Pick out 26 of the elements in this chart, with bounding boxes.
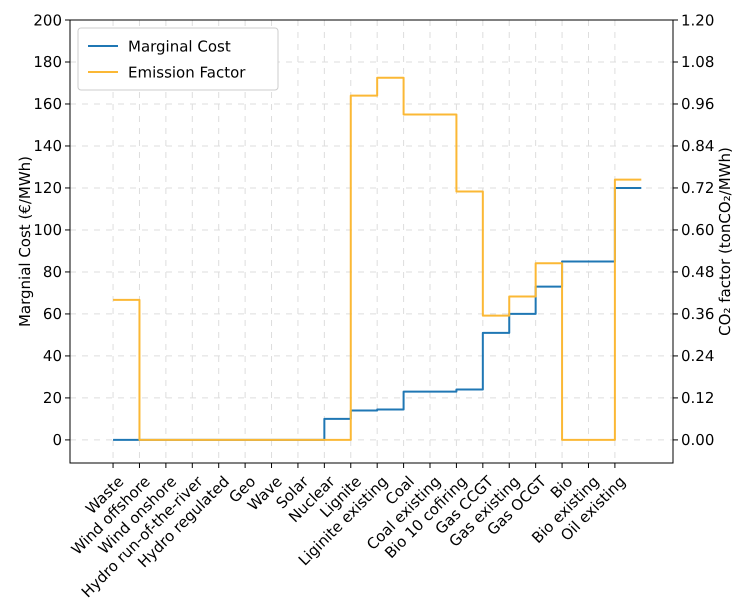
y-tick-label: 20 <box>42 389 62 408</box>
y-tick-label: 200 <box>33 11 62 30</box>
y2-tick-label: 1.08 <box>681 53 714 72</box>
y2-tick-label: 1.20 <box>681 11 714 30</box>
y-tick-label: 180 <box>33 53 62 72</box>
y2-axis-title: CO₂ factor (tonCO₂/MWh) <box>716 147 734 336</box>
y-tick-label: 160 <box>33 95 62 114</box>
y-tick-label: 60 <box>42 305 62 324</box>
y-tick-label: 80 <box>42 263 62 282</box>
y2-tick-label: 0.60 <box>681 221 714 240</box>
y-tick-label: 40 <box>42 347 62 366</box>
legend-label: Marginal Cost <box>128 37 231 56</box>
y-tick-label: 120 <box>33 179 62 198</box>
y2-tick-label: 0.36 <box>681 305 714 324</box>
y-axis-title: Margnial Cost (€/MWh) <box>16 156 34 328</box>
legend-label: Emission Factor <box>128 63 246 82</box>
y2-tick-label: 0.96 <box>681 95 714 114</box>
y-tick-label: 100 <box>33 221 62 240</box>
y2-tick-label: 0.84 <box>681 137 714 156</box>
y2-tick-label: 0.72 <box>681 179 714 198</box>
y-tick-label: 140 <box>33 137 62 156</box>
y2-tick-label: 0.00 <box>681 431 714 450</box>
y-tick-label: 0 <box>52 431 62 450</box>
y2-tick-label: 0.12 <box>681 389 714 408</box>
y2-tick-label: 0.24 <box>681 347 714 366</box>
y2-tick-label: 0.48 <box>681 263 714 282</box>
